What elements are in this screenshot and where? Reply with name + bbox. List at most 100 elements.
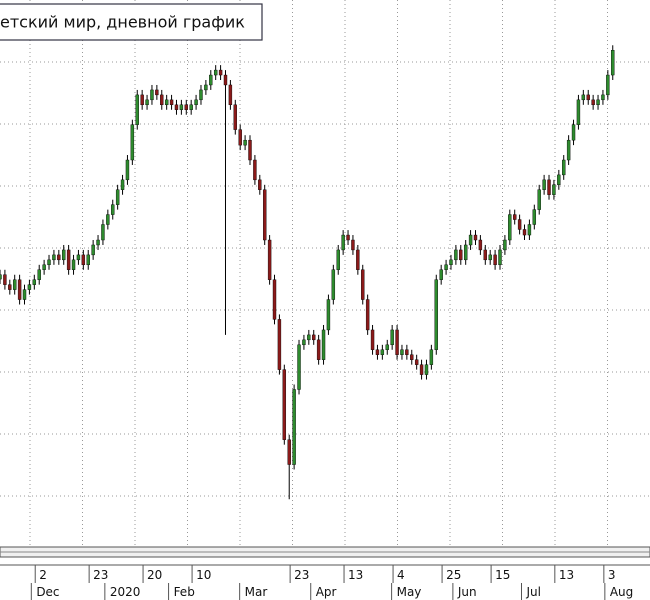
candle-body	[601, 94, 605, 101]
candle-body	[223, 74, 228, 86]
candle-body	[346, 234, 350, 241]
candle-body	[424, 364, 429, 375]
candle-body	[71, 259, 76, 270]
candle-body	[292, 389, 296, 465]
candle-body	[331, 269, 336, 300]
x-tick-label: 3	[608, 568, 616, 582]
candle-body	[174, 104, 179, 110]
candle-body	[336, 249, 340, 270]
candle-body	[316, 339, 321, 360]
candle-body	[62, 249, 66, 261]
candle-body	[135, 94, 139, 125]
candle-body	[253, 159, 257, 181]
candle-body	[66, 249, 71, 270]
candles	[0, 45, 615, 500]
x-tick-label: 2	[39, 568, 47, 582]
candle-body	[155, 89, 159, 96]
x-tick-label: 23	[93, 568, 108, 582]
candle-body	[508, 214, 512, 241]
candle-body	[101, 224, 105, 241]
grid	[0, 0, 650, 547]
month-label: May	[397, 585, 422, 599]
candle-body	[302, 339, 306, 346]
x-tick-label: 15	[495, 568, 510, 582]
candle-body	[287, 439, 291, 465]
candle-body	[552, 184, 556, 195]
candle-body	[164, 99, 169, 106]
candle-body	[532, 209, 537, 225]
candle-body	[414, 359, 419, 365]
candle-body	[385, 344, 389, 350]
candle-body	[557, 174, 561, 186]
candle-body	[76, 254, 81, 261]
x-tick-label: 4	[397, 568, 405, 582]
candle-body	[611, 50, 615, 76]
candle-body	[596, 99, 600, 106]
month-label: Dec	[36, 585, 59, 599]
candle-body	[3, 274, 7, 285]
candle-body	[140, 94, 144, 106]
month-label: 2020	[110, 585, 141, 599]
candle-body	[184, 104, 188, 110]
candle-body	[213, 69, 218, 76]
chart-title: етский мир, дневной график	[0, 13, 245, 32]
candle-body	[22, 289, 27, 300]
candle-body	[106, 214, 110, 225]
candle-body	[209, 74, 213, 86]
candle-body	[351, 239, 355, 251]
candle-body	[145, 99, 149, 106]
candle-body	[380, 349, 385, 355]
x-tick-label: 10	[196, 568, 211, 582]
candle-body	[375, 349, 380, 355]
month-label: Mar	[245, 585, 268, 599]
candle-body	[606, 74, 610, 96]
candle-body	[581, 94, 586, 101]
candle-body	[272, 279, 277, 320]
candle-body	[228, 84, 233, 106]
candle-body	[400, 349, 404, 355]
candle-body	[233, 104, 237, 130]
candle-body	[395, 329, 399, 355]
candle-body	[297, 344, 301, 390]
candle-body	[566, 139, 571, 161]
candle-body	[429, 349, 434, 365]
candle-body	[0, 274, 2, 280]
candle-body	[527, 224, 532, 236]
x-tick-label: 23	[294, 568, 309, 582]
candle-body	[243, 139, 247, 146]
candle-body	[483, 249, 487, 261]
candle-body	[365, 299, 370, 331]
candle-body	[277, 319, 282, 370]
candle-body	[57, 254, 61, 261]
candle-body	[258, 179, 262, 190]
candle-body	[52, 254, 56, 261]
month-label: Apr	[316, 585, 337, 599]
candle-body	[439, 269, 443, 280]
candle-body	[130, 124, 135, 161]
candle-body	[169, 99, 174, 106]
candle-body	[42, 264, 46, 270]
candle-body	[517, 219, 522, 230]
candle-body	[27, 284, 32, 290]
month-label: Aug	[610, 585, 633, 599]
candle-body	[370, 329, 375, 350]
candle-body	[282, 369, 287, 440]
candle-body	[468, 234, 473, 246]
candle-body	[459, 249, 463, 261]
candle-body	[473, 234, 478, 241]
candle-body	[410, 354, 414, 360]
candle-body	[120, 179, 125, 190]
candle-body	[238, 129, 242, 146]
candle-body	[321, 329, 326, 360]
candle-body	[586, 94, 590, 101]
candle-body	[454, 249, 458, 261]
candle-body	[194, 99, 198, 106]
candle-body	[204, 84, 208, 91]
x-tick-label: 20	[147, 568, 162, 582]
title-box	[0, 3, 263, 41]
candle-body	[547, 179, 551, 195]
candle-body	[160, 94, 164, 106]
candle-body	[263, 189, 267, 241]
candle-body	[81, 254, 86, 266]
